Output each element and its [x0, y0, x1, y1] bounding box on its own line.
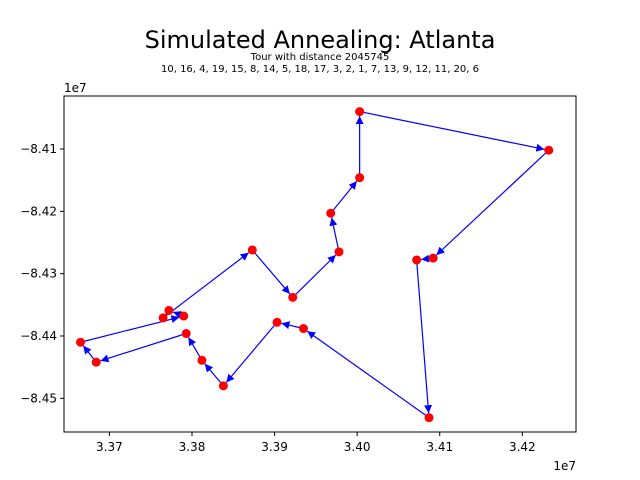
- city-point: [355, 107, 365, 117]
- y-tick-label: −8.42: [20, 204, 57, 218]
- x-tick-label: 3.42: [509, 440, 536, 454]
- city-point: [298, 324, 308, 334]
- city-point: [158, 313, 168, 323]
- y-axis-offset-label: 1e7: [64, 81, 87, 95]
- axes-frame: [63, 95, 577, 433]
- x-tick-label: 3.40: [344, 440, 371, 454]
- city-point: [76, 337, 86, 347]
- city-point: [247, 245, 257, 255]
- tour-edge: [251, 249, 291, 295]
- x-tick-label: 3.37: [96, 440, 123, 454]
- city-point: [334, 247, 344, 257]
- tour-edge: [436, 149, 550, 256]
- chart-title: Simulated Annealing: Atlanta: [145, 26, 496, 54]
- city-point: [412, 255, 422, 265]
- x-tick-label: 3.38: [179, 440, 206, 454]
- tour-edge: [330, 180, 358, 214]
- city-point: [428, 253, 438, 263]
- tour-edge: [100, 332, 187, 363]
- city-point: [272, 317, 282, 327]
- x-axis: 3.37 3.38 3.39 3.40 3.41 3.42: [96, 432, 536, 454]
- city-point: [181, 329, 191, 339]
- city-point: [544, 145, 554, 155]
- y-tick-label: −8.44: [20, 329, 57, 343]
- y-tick-label: −8.41: [20, 142, 57, 156]
- city-point: [326, 208, 336, 218]
- tour-edge: [306, 330, 430, 419]
- y-tick-label: −8.43: [20, 267, 57, 281]
- tour-edge: [162, 252, 250, 319]
- x-axis-offset-label: 1e7: [553, 459, 576, 473]
- chart-subtitle-tour-order: 10, 16, 4, 19, 15, 8, 14, 5, 18, 17, 3, …: [161, 64, 479, 75]
- city-point: [288, 292, 298, 302]
- tour-points: [76, 107, 554, 423]
- tour-edge: [359, 110, 545, 152]
- chart-subtitle-distance: Tour with distance 2045745: [250, 52, 390, 63]
- tour-edge: [204, 363, 224, 387]
- city-point: [355, 173, 365, 183]
- tour-edge: [416, 259, 433, 414]
- city-point: [179, 311, 189, 321]
- tour-edge: [292, 254, 337, 298]
- city-point: [164, 305, 174, 315]
- city-point: [197, 355, 207, 365]
- tour-edge: [225, 321, 278, 383]
- y-tick-label: −8.45: [20, 391, 57, 405]
- city-point: [91, 357, 101, 367]
- tour-edge: [329, 217, 340, 252]
- plot-area: [63, 95, 577, 433]
- x-tick-label: 3.39: [261, 440, 288, 454]
- x-tick-label: 3.41: [426, 440, 453, 454]
- city-point: [218, 381, 228, 391]
- city-point: [424, 413, 434, 423]
- y-axis: −8.41 −8.42 −8.43 −8.44 −8.45: [20, 142, 64, 405]
